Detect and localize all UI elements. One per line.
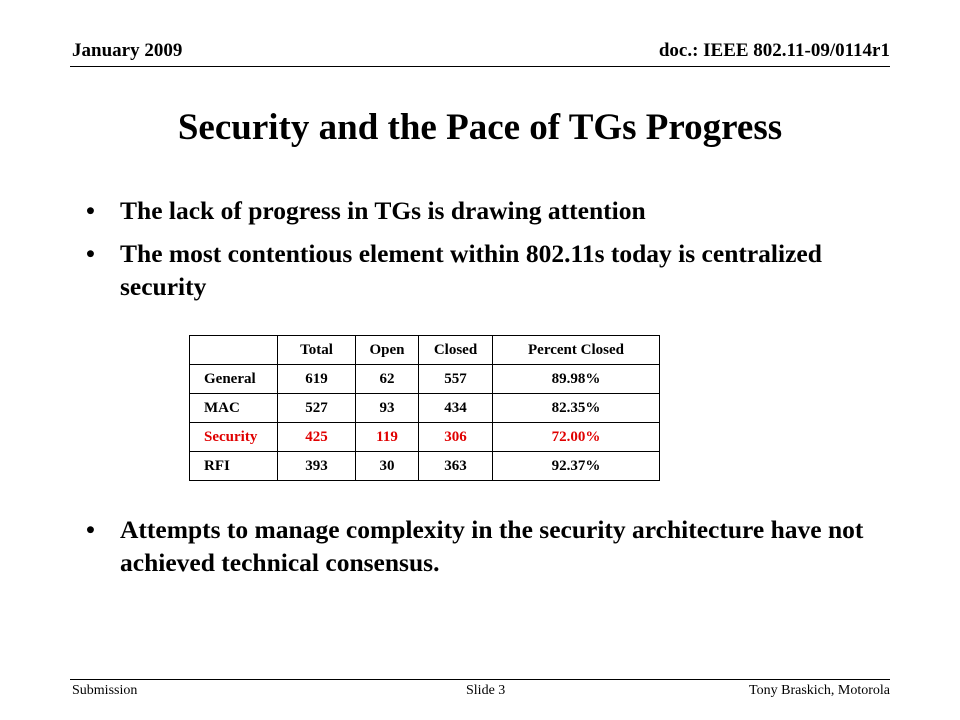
footer-divider [70,679,890,680]
cell-total: 527 [277,393,356,423]
bullet-item: • The lack of progress in TGs is drawing… [84,194,874,227]
bullet-item: • Attempts to manage complexity in the s… [84,513,874,579]
footer-submission: Submission [72,683,138,698]
cell-total: 393 [277,451,356,481]
table-header-row: Total Open Closed Percent Closed [189,335,660,365]
table-row: General 619 62 557 89.98% [189,364,660,394]
column-header-total: Total [277,335,356,365]
bullet-item: • The most contentious element within 80… [84,237,874,303]
cell-closed: 306 [418,422,493,452]
bullet-icon: • [86,239,95,268]
header-doc-id: doc.: IEEE 802.11-09/0114r1 [658,40,890,61]
header-date: January 2009 [72,40,183,61]
cell-percent-closed: 72.00% [492,422,660,452]
bullet-list: • The lack of progress in TGs is drawing… [84,194,874,313]
table-row: RFI 393 30 363 92.37% [189,451,660,481]
header-divider [70,66,890,67]
row-label: General [189,364,278,394]
table-row: MAC 527 93 434 82.35% [189,393,660,423]
bullet-list-after-table: • Attempts to manage complexity in the s… [84,513,874,589]
bullet-icon: • [86,515,95,544]
bullet-icon: • [86,196,95,225]
table-row-highlighted: Security 425 119 306 72.00% [189,422,660,452]
cell-closed: 363 [418,451,493,481]
cell-percent-closed: 89.98% [492,364,660,394]
slide-title: Security and the Pace of TGs Progress [177,107,783,148]
row-label: Security [189,422,278,452]
column-header [189,335,278,365]
row-label: RFI [189,451,278,481]
cell-open: 30 [355,451,419,481]
cell-open: 62 [355,364,419,394]
row-label: MAC [189,393,278,423]
cell-percent-closed: 82.35% [492,393,660,423]
footer-author: Tony Braskich, Motorola [749,683,890,698]
column-header-percent-closed: Percent Closed [492,335,660,365]
column-header-closed: Closed [418,335,493,365]
column-header-open: Open [355,335,419,365]
cell-total: 425 [277,422,356,452]
comment-status-table: Total Open Closed Percent Closed General… [189,335,660,481]
bullet-text: The most contentious element within 802.… [120,239,822,301]
bullet-text: Attempts to manage complexity in the sec… [120,515,864,577]
cell-percent-closed: 92.37% [492,451,660,481]
bullet-text: The lack of progress in TGs is drawing a… [120,196,646,225]
cell-total: 619 [277,364,356,394]
cell-open: 93 [355,393,419,423]
cell-closed: 434 [418,393,493,423]
footer-slide-number: Slide 3 [466,683,506,698]
cell-closed: 557 [418,364,493,394]
cell-open: 119 [355,422,419,452]
